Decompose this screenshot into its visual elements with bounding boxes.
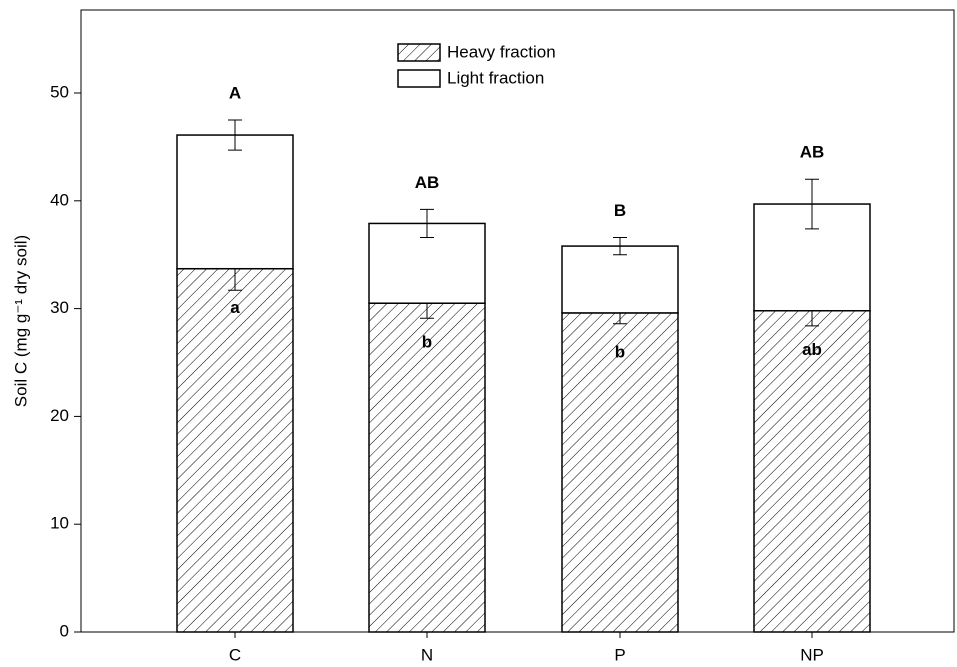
significance-letter: A (229, 83, 241, 102)
legend-swatch (397, 69, 441, 88)
x-tick-label: N (421, 645, 433, 664)
significance-letter: b (615, 342, 625, 361)
x-tick-label: P (614, 645, 625, 664)
significance-letter: ab (802, 340, 822, 359)
x-tick-label: NP (800, 645, 824, 664)
significance-letter: b (422, 333, 432, 352)
y-tick-label: 10 (50, 514, 69, 533)
y-tick-label: 40 (50, 190, 69, 209)
significance-letter: AB (415, 173, 440, 192)
legend-swatch (397, 43, 441, 62)
bar-segment (368, 302, 486, 633)
legend-label: Heavy fraction (447, 42, 556, 61)
y-tick-label: 50 (50, 82, 69, 101)
significance-letter: AB (800, 143, 825, 162)
bar-segment (176, 134, 294, 270)
error-bar (228, 119, 242, 151)
y-tick-label: 20 (50, 406, 69, 425)
error-bar (420, 208, 434, 238)
legend-label: Light fraction (447, 68, 544, 87)
bar-segment (561, 245, 679, 314)
significance-letter: a (230, 298, 240, 317)
y-tick-label: 30 (50, 298, 69, 317)
plot-frame (80, 9, 955, 633)
significance-letter: B (614, 201, 626, 220)
error-bar (805, 178, 819, 230)
error-bar (613, 236, 627, 256)
y-tick-label: 0 (60, 621, 69, 640)
bar-segment (176, 267, 294, 633)
bar-segment (753, 310, 871, 633)
y-axis-label: Soil C (mg g⁻¹ dry soil) (11, 235, 30, 407)
x-tick-label: C (229, 645, 241, 664)
